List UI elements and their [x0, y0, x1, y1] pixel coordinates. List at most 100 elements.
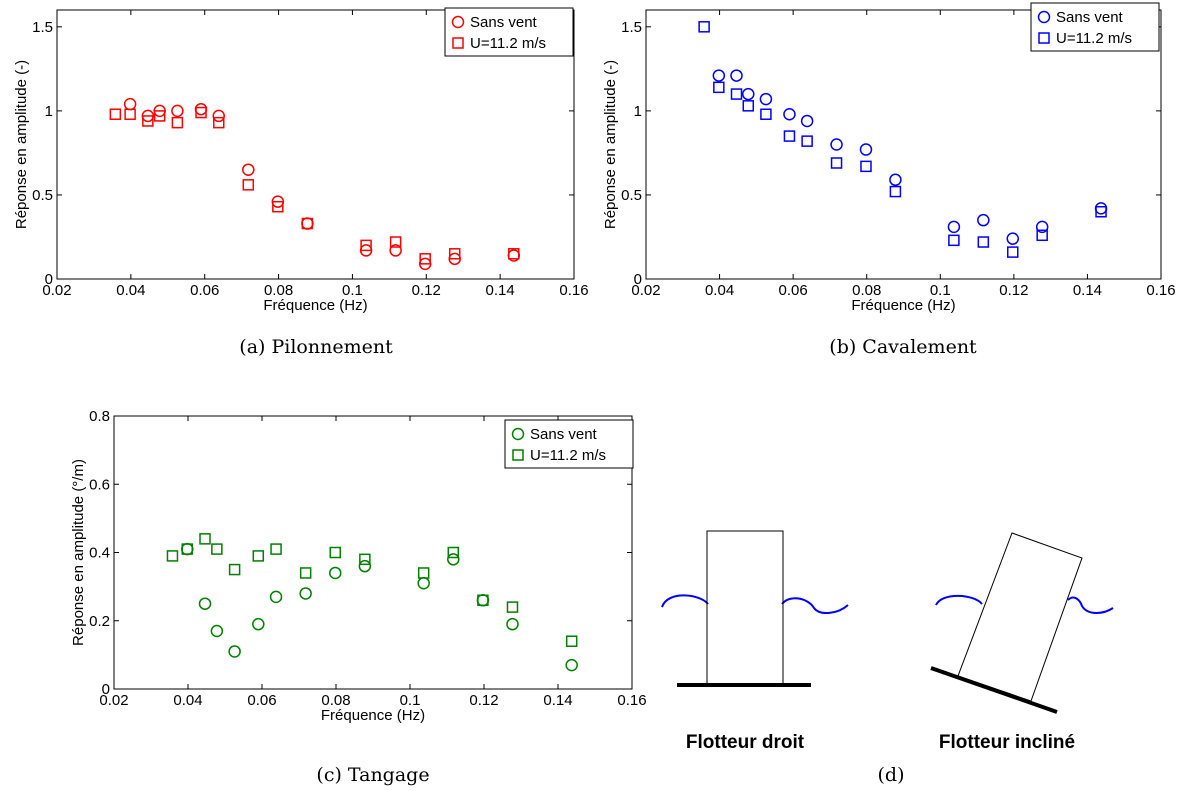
- data-point-u-11-2: [977, 236, 990, 248]
- legend-entry: U=11.2 m/s: [1056, 30, 1132, 47]
- panel-caption: (b) Cavalement: [829, 336, 977, 358]
- y-tick-label: 0.2: [89, 613, 110, 630]
- x-axis-label: Fréquence (Hz): [263, 297, 367, 314]
- x-tick-label: 0.16: [559, 282, 588, 299]
- x-tick-label: 0.08: [321, 692, 350, 709]
- tilted-floater-body: [957, 532, 1083, 702]
- data-point-u-11-2: [360, 239, 372, 252]
- data-point-u-11-2: [419, 253, 431, 265]
- data-point-u-11-2: [389, 236, 402, 248]
- legend-marker-square: [1038, 32, 1050, 44]
- data-point-sans-vent: [194, 102, 208, 116]
- legend-marker-square: [512, 449, 524, 461]
- y-tick-label: 1.5: [621, 19, 642, 36]
- panel-pilonnement: 0.02 0.04 0.06 0.08 0.1 0.12 0.14 0.16 0 0.5 1 1.5 F…: [13, 7, 589, 358]
- panel-tangage: 0.02 0.04 0.06 0.08 0.1 0.12 0.14 0.16 0 0.2 0.4 0.…: [70, 408, 647, 786]
- panel-floater-diagram: Flotteur droit Flotteur incliné (d): [661, 530, 1114, 786]
- data-point-u-11-2: [448, 248, 461, 260]
- y-tick-label: 0: [102, 681, 110, 698]
- x-tick-label: 0.16: [617, 692, 646, 709]
- data-point-u-11-2: [730, 88, 743, 100]
- data-point-u-11-2: [212, 116, 225, 129]
- legend-marker-square: [452, 37, 464, 49]
- data-point-u-11-2: [447, 546, 460, 559]
- x-tick-label: 0.14: [486, 282, 515, 299]
- data-point-u-11-2: [506, 601, 519, 613]
- data-point-sans-vent: [181, 542, 194, 556]
- data-point-u-11-2: [228, 563, 241, 576]
- data-point-sans-vent: [800, 114, 814, 128]
- x-tick-label: 0.04: [116, 282, 145, 299]
- data-point-sans-vent: [389, 244, 402, 257]
- y-tick-label: 0.5: [32, 187, 53, 204]
- y-tick-label: 0.6: [89, 476, 110, 493]
- data-point-u-11-2: [830, 157, 843, 169]
- data-point-u-11-2: [109, 108, 122, 120]
- data-point-sans-vent: [299, 587, 312, 600]
- data-point-sans-vent: [759, 92, 773, 106]
- x-axis-label: Fréquence (Hz): [851, 297, 955, 314]
- x-tick-label: 0.02: [99, 692, 128, 709]
- data-point-u-11-2: [860, 160, 872, 173]
- data-point-u-11-2: [783, 130, 796, 142]
- x-tick-label: 0.14: [543, 692, 572, 709]
- legend-box: [504, 419, 634, 469]
- data-point-sans-vent: [506, 617, 519, 631]
- data-point-u-11-2: [153, 110, 166, 122]
- data-point-sans-vent: [476, 594, 490, 607]
- data-point-sans-vent: [417, 576, 430, 590]
- data-point-u-11-2: [801, 135, 813, 147]
- panel-cavalement: 0.02 0.04 0.06 0.08 0.1 0.12 0.14 0.16 0 0.5 1 1.5 F…: [602, 2, 1176, 358]
- data-point-u-11-2: [242, 179, 255, 191]
- data-point-u-11-2: [760, 108, 772, 120]
- x-tick-label: 0.16: [1146, 282, 1175, 299]
- data-point-u-11-2: [199, 533, 211, 545]
- data-point-sans-vent: [329, 566, 342, 580]
- y-axis-label: Réponse en amplitude (-): [602, 60, 619, 229]
- data-point-u-11-2: [742, 100, 755, 112]
- data-point-u-11-2: [329, 546, 342, 559]
- x-tick-label: 0.02: [631, 282, 660, 299]
- data-point-sans-vent: [783, 107, 796, 121]
- data-point-sans-vent: [198, 597, 212, 610]
- data-point-u-11-2: [477, 594, 489, 607]
- x-tick-label: 0.12: [469, 692, 498, 709]
- data-point-u-11-2: [166, 550, 179, 562]
- data-point-u-11-2: [272, 200, 284, 213]
- x-tick-label: 0.06: [779, 282, 808, 299]
- data-point-sans-vent: [859, 143, 873, 156]
- data-point-u-11-2: [1036, 229, 1048, 242]
- data-point-sans-vent: [228, 645, 241, 658]
- data-point-sans-vent: [269, 590, 283, 604]
- data-point-sans-vent: [742, 87, 755, 101]
- straight-floater-body: [706, 530, 784, 686]
- data-point-sans-vent: [1006, 232, 1020, 245]
- x-axis-label: Fréquence (Hz): [321, 707, 425, 724]
- legend-marker-circle: [1037, 10, 1051, 24]
- data-point-sans-vent: [712, 69, 726, 82]
- y-tick-label: 1.5: [32, 19, 53, 36]
- data-point-sans-vent: [242, 163, 255, 176]
- legend-entry: U=11.2 m/s: [530, 447, 606, 464]
- legend-entry: U=11.2 m/s: [470, 35, 546, 52]
- y-tick-label: 0: [45, 271, 53, 288]
- legend-entry: Sans vent: [530, 426, 598, 443]
- data-point-sans-vent: [977, 213, 990, 227]
- data-point-sans-vent: [210, 624, 224, 638]
- x-tick-label: 0.1: [930, 282, 951, 299]
- x-tick-label: 0.04: [173, 692, 202, 709]
- label-tilted-floater: Flotteur incliné: [939, 732, 1075, 753]
- legend-box: [1030, 2, 1160, 52]
- y-tick-label: 0.4: [89, 545, 110, 562]
- data-point-u-11-2: [301, 217, 314, 230]
- x-tick-label: 0.12: [999, 282, 1028, 299]
- data-point-u-11-2: [1095, 206, 1107, 218]
- x-tick-label: 0.08: [264, 282, 293, 299]
- data-point-u-11-2: [417, 567, 430, 579]
- y-axis-label: Réponse en amplitude (°/m): [70, 459, 87, 646]
- x-tick-label: 0.04: [705, 282, 734, 299]
- x-tick-label: 0.14: [1073, 282, 1102, 299]
- y-tick-label: 1: [634, 103, 642, 120]
- data-point-sans-vent: [252, 617, 265, 631]
